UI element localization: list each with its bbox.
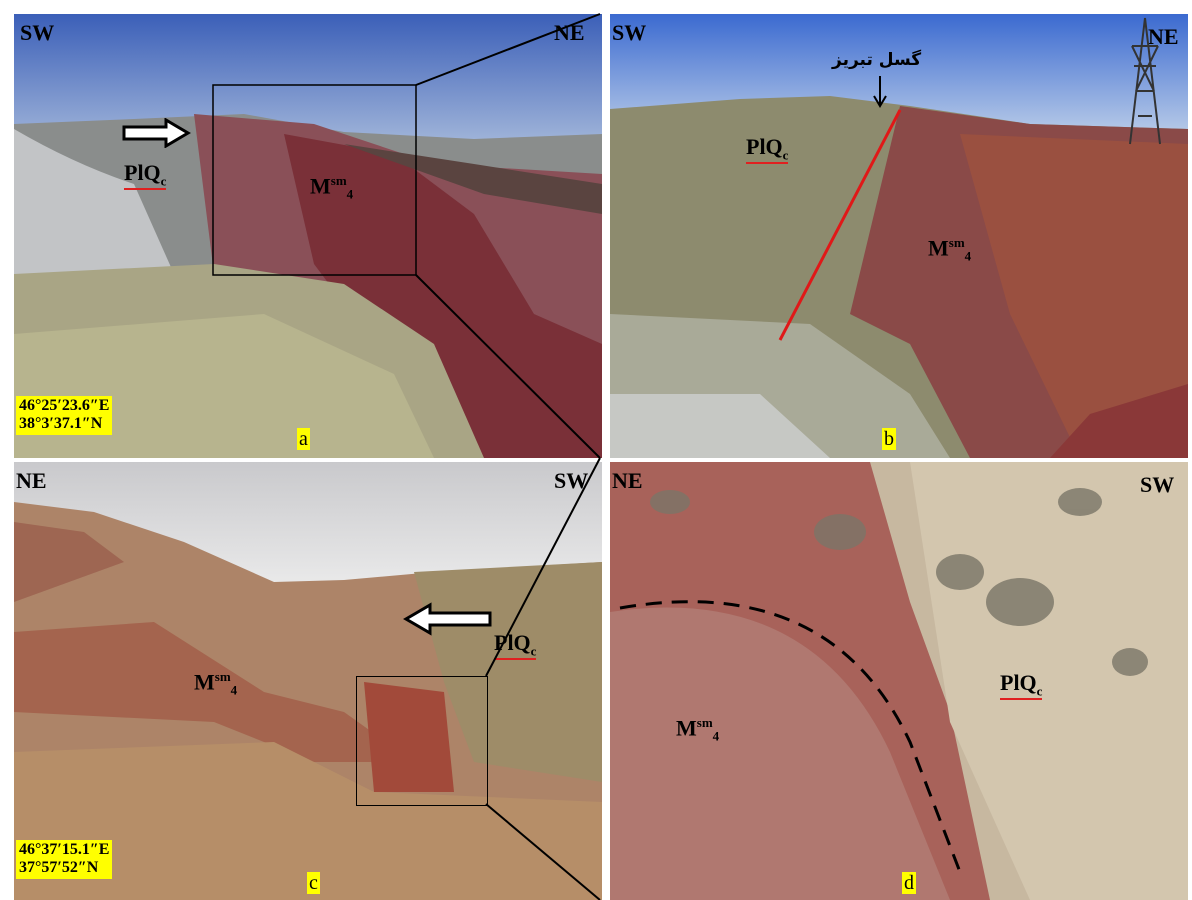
photo-panel-c: NE SW PlQc Msm4 46°37′15.1″E 37°57′52″N … [14,462,602,900]
landscape-photo-b [610,14,1188,458]
rock-unit-msm4: Msm4 [676,716,719,743]
photo-panel-b: SW NE گسل تبریز PlQc Msm4 b [610,14,1188,458]
fault-trace-line [778,109,902,341]
coordinate-north: 37°57′52″N [19,859,99,877]
panel-letter: b [882,428,896,450]
direction-label-sw: SW [554,468,589,493]
rock-unit-sub: 4 [964,248,972,264]
landscape-photo-a [14,14,602,458]
rock-unit-sup: sm [948,235,965,250]
rock-unit-msm4: Msm4 [194,670,237,697]
coordinates-box: 46°37′15.1″E 37°57′52″N [16,840,113,879]
rock-unit-sub: c [782,147,789,163]
rock-unit-text: PlQ [124,160,161,185]
rock-unit-text: PlQ [494,630,531,655]
landscape-photo-c [14,462,602,900]
rock-unit-sub: 4 [230,682,238,698]
rock-unit-text: PlQ [1000,670,1037,695]
coordinate-east: 46°25′23.6″E [19,397,110,414]
rock-unit-plqc: PlQc [1000,670,1043,701]
power-tower-icon [1129,17,1161,145]
photo-panel-a: SW NE PlQc Msm4 46°25′23.6″E 38°3′37.1″N… [14,14,602,458]
zoom-box-c [356,676,488,806]
coordinates-box: 46°25′23.6″E 38°3′37.1″N [16,396,113,435]
arrow-left-icon [403,602,492,636]
fault-label: گسل تبریز [832,50,922,70]
rock-unit-msm4: Msm4 [928,236,971,263]
rock-unit-text: PlQ [746,134,783,159]
arrow-right-icon [122,118,191,148]
rock-unit-sub: 4 [346,186,354,202]
direction-label-ne: NE [554,20,585,45]
rock-unit-plqc: PlQc [494,630,537,661]
rock-unit-sup: sm [696,715,713,730]
direction-label-ne: NE [16,468,47,493]
rock-unit-sub: c [530,643,537,659]
rock-unit-text: M [310,173,331,199]
arrow-down-icon [873,76,887,108]
rock-unit-msm4: Msm4 [310,174,353,201]
coordinate-north: 38°3′37.1″N [19,415,103,433]
coordinate-east: 46°37′15.1″E [19,841,110,858]
rock-unit-sup: sm [330,173,347,188]
rock-unit-sup: sm [214,669,231,684]
rock-unit-sub: 4 [712,728,720,744]
rock-unit-text: M [928,235,949,261]
direction-label-ne: NE [1148,24,1179,49]
fault-trace-dashed [619,600,962,873]
rock-unit-text: M [676,715,697,741]
rock-unit-plqc: PlQc [124,160,167,191]
direction-label-sw: SW [1140,472,1175,497]
panel-letter: d [902,872,916,894]
panel-letter: c [307,872,320,894]
rock-unit-plqc: PlQc [746,134,789,165]
rock-unit-text: M [194,669,215,695]
rock-unit-sub: c [1036,683,1043,699]
direction-label-sw: SW [20,20,55,45]
direction-label-ne: NE [612,468,643,493]
panel-letter: a [297,428,310,450]
direction-label-sw: SW [612,20,647,45]
rock-unit-sub: c [160,173,167,189]
photo-panel-d: NE SW PlQc Msm4 d [610,462,1188,900]
landscape-photo-d [610,462,1188,900]
